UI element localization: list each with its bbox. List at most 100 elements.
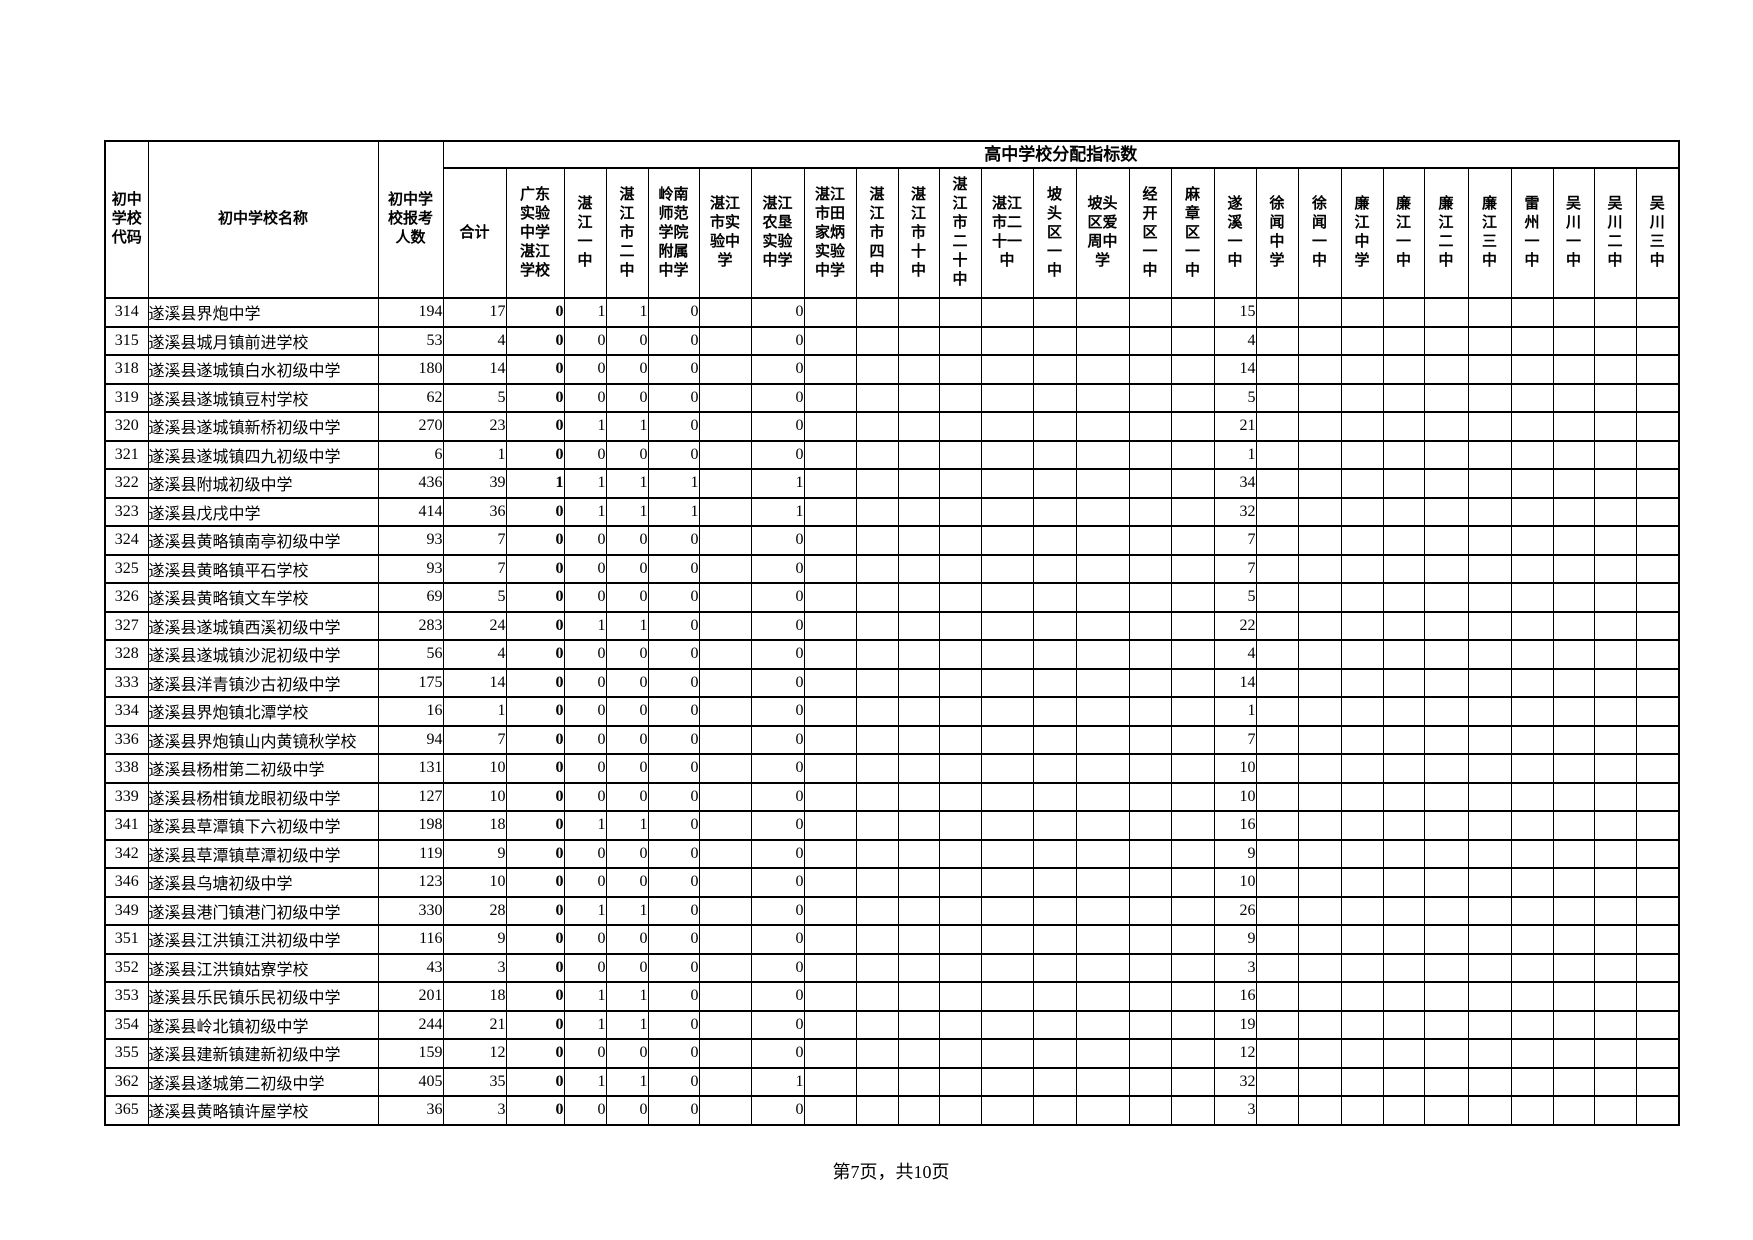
- cell-quota: [1593, 439, 1637, 470]
- cell-quota: [1255, 810, 1299, 841]
- cell-quota: 0: [505, 781, 565, 812]
- cell-quota: [1510, 724, 1554, 755]
- table-row: 353 遂溪县乐民镇乐民初级中学 201 18 0 1 1 0 0 16: [104, 981, 1680, 1012]
- cell-quota: [1382, 496, 1425, 527]
- cell-quota: [1340, 468, 1384, 499]
- cell-quota: [980, 924, 1034, 955]
- cell-quota: [1552, 496, 1595, 527]
- cell-quota: [1255, 724, 1299, 755]
- cell-quota: [1340, 382, 1384, 413]
- cell-quota: [1635, 325, 1680, 356]
- cell-quota: [1467, 981, 1512, 1012]
- cell-quota: [803, 610, 857, 641]
- cell-quota: [1510, 610, 1554, 641]
- cell-quota: [1382, 724, 1425, 755]
- cell-quota: [1593, 667, 1637, 698]
- cell-quota: 0: [750, 952, 805, 983]
- cell-quota: [1170, 297, 1215, 328]
- cell-quota: [1510, 411, 1554, 442]
- cell-quota: [938, 354, 982, 385]
- cell-quota: 0: [750, 810, 805, 841]
- cell-school-name: 遂溪县乐民镇乐民初级中学: [147, 981, 379, 1012]
- cell-quota: [1552, 354, 1595, 385]
- cell-quota: [980, 753, 1034, 784]
- cell-quota: [938, 468, 982, 499]
- cell-quota: [803, 895, 857, 926]
- cell-quota: 7: [442, 724, 507, 755]
- cell-quota: [803, 696, 857, 727]
- cell-quota: [698, 667, 752, 698]
- quota-col-header-21: 廉江二中: [1423, 167, 1469, 299]
- cell-quota: [1297, 382, 1342, 413]
- cell-quota: 0: [750, 354, 805, 385]
- cell-quota: [980, 639, 1034, 670]
- cell-quota: 0: [647, 667, 700, 698]
- cell-school-code: 336: [104, 724, 149, 755]
- table-row: 323 遂溪县戊戌中学 414 36 0 1 1 1 1 32: [104, 496, 1680, 527]
- cell-quota: [980, 354, 1034, 385]
- quota-col-header-3: 湛江市二中: [605, 167, 649, 299]
- cell-quota: 3: [442, 1095, 507, 1126]
- cell-school-code: 338: [104, 753, 149, 784]
- cell-school-name: 遂溪县遂城镇白水初级中学: [147, 354, 379, 385]
- cell-quota: [1128, 439, 1172, 470]
- cell-quota: [1128, 496, 1172, 527]
- cell-school-code: 353: [104, 981, 149, 1012]
- cell-applicants: 201: [377, 981, 444, 1012]
- cell-quota: [803, 382, 857, 413]
- cell-quota: [1552, 1066, 1595, 1097]
- cell-quota: [1510, 553, 1554, 584]
- cell-quota: [803, 553, 857, 584]
- cell-quota: [1340, 724, 1384, 755]
- cell-quota: [1382, 838, 1425, 869]
- cell-quota: [1510, 810, 1554, 841]
- cell-quota: [1075, 895, 1130, 926]
- cell-quota: 1: [605, 1066, 649, 1097]
- cell-quota: [1255, 667, 1299, 698]
- cell-quota: [1593, 553, 1637, 584]
- cell-quota: [698, 924, 752, 955]
- cell-quota: [1593, 610, 1637, 641]
- cell-quota: 0: [563, 667, 607, 698]
- cell-quota: [1635, 867, 1680, 898]
- cell-quota: [1170, 696, 1215, 727]
- cell-quota: 1: [750, 496, 805, 527]
- cell-quota: [1635, 981, 1680, 1012]
- cell-quota: 4: [1213, 639, 1257, 670]
- cell-quota: [1467, 325, 1512, 356]
- cell-quota: [1255, 1038, 1299, 1069]
- cell-quota: [897, 810, 940, 841]
- cell-quota: [1297, 468, 1342, 499]
- cell-quota: 0: [750, 753, 805, 784]
- cell-quota: [855, 382, 899, 413]
- cell-quota: [1423, 895, 1469, 926]
- cell-quota: [1467, 610, 1512, 641]
- cell-quota: [1423, 1095, 1469, 1126]
- cell-quota: [1032, 724, 1077, 755]
- cell-quota: [980, 1095, 1034, 1126]
- cell-quota: 0: [505, 411, 565, 442]
- cell-quota: [938, 1009, 982, 1040]
- cell-quota: [1340, 525, 1384, 556]
- quota-col-header-0: 合计: [442, 167, 507, 299]
- cell-school-code: 318: [104, 354, 149, 385]
- cell-quota: [1510, 895, 1554, 926]
- cell-school-name: 遂溪县草潭镇下六初级中学: [147, 810, 379, 841]
- cell-quota: 0: [750, 867, 805, 898]
- cell-quota: [1467, 496, 1512, 527]
- cell-quota: [980, 325, 1034, 356]
- cell-quota: [980, 582, 1034, 613]
- cell-applicants: 180: [377, 354, 444, 385]
- cell-quota: [897, 838, 940, 869]
- cell-quota: [1075, 496, 1130, 527]
- cell-quota: [1075, 297, 1130, 328]
- cell-quota: [1170, 325, 1215, 356]
- table-row: 349 遂溪县港门镇港门初级中学 330 28 0 1 1 0 0 26: [104, 895, 1680, 926]
- cell-quota: 12: [1213, 1038, 1257, 1069]
- cell-quota: 0: [647, 1095, 700, 1126]
- cell-quota: [1467, 952, 1512, 983]
- cell-applicants: 194: [377, 297, 444, 328]
- quota-col-header-24: 吴川一中: [1552, 167, 1595, 299]
- cell-applicants: 330: [377, 895, 444, 926]
- cell-quota: [1552, 696, 1595, 727]
